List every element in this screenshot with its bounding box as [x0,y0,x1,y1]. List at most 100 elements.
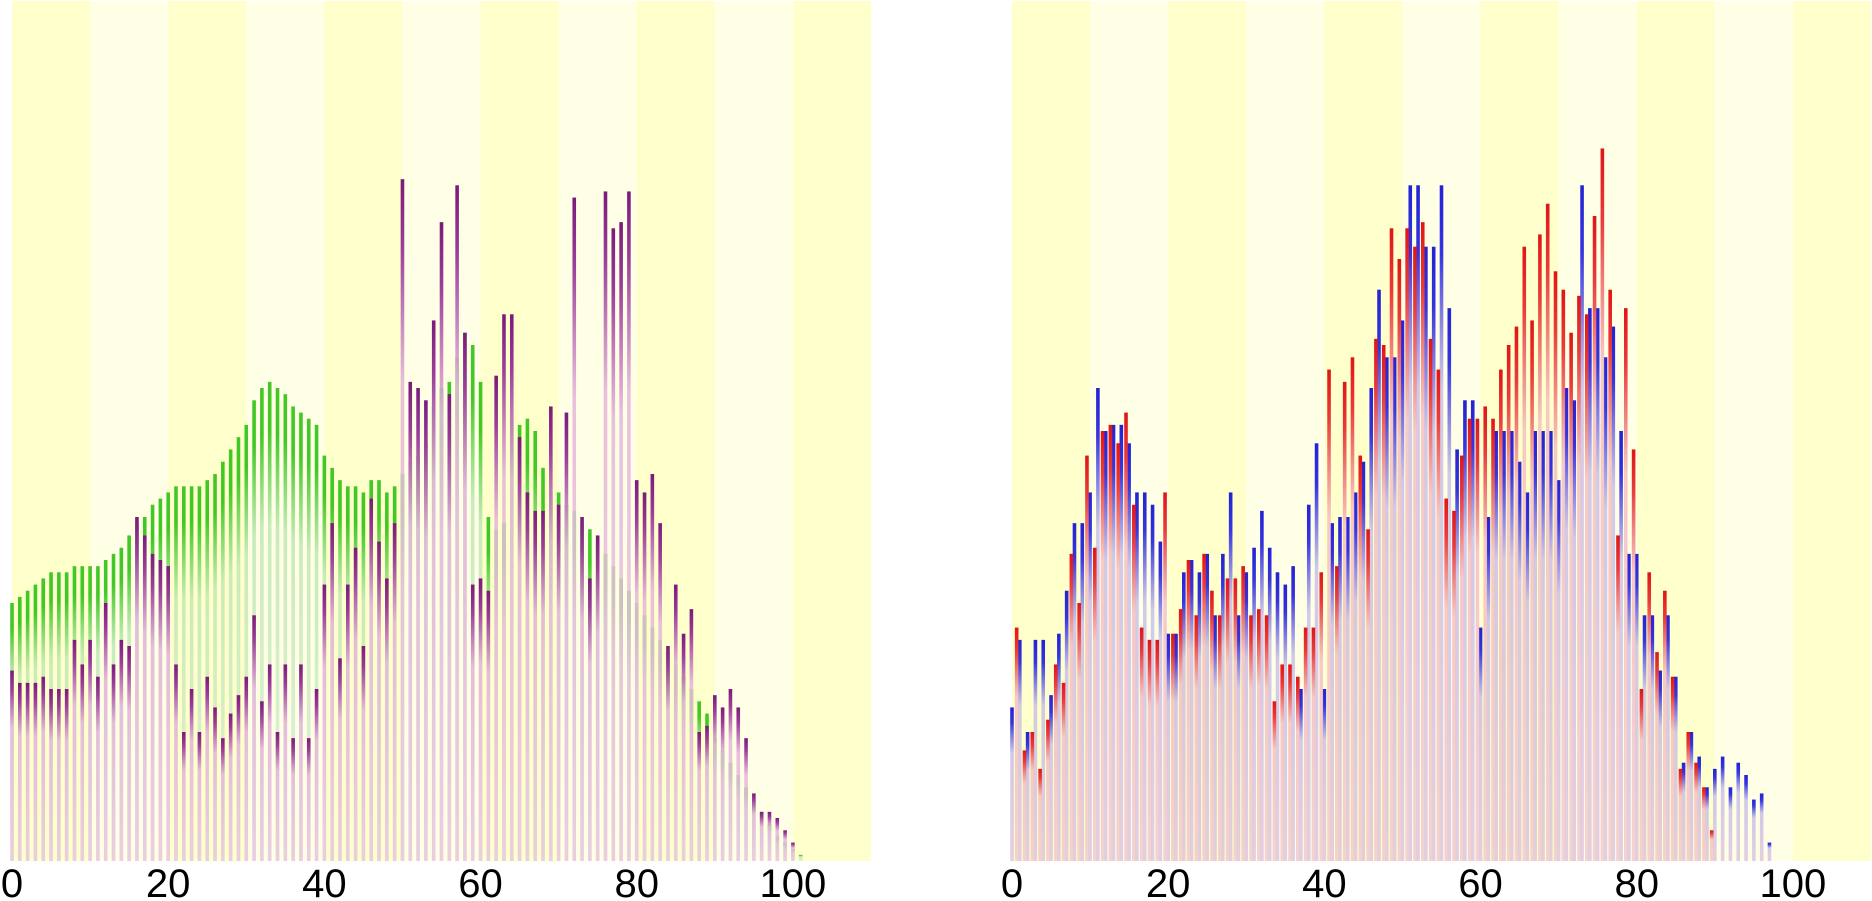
x-tick-label: 40 [302,862,347,901]
bar [1116,443,1121,861]
x-tick-label: 100 [1760,862,1827,901]
series-0 [1010,185,1772,862]
bar [1205,553,1210,861]
bar [1353,492,1358,861]
bar [1577,295,1581,861]
bar [1217,615,1222,861]
bar [213,474,217,861]
bar [1491,418,1495,861]
bar [1392,357,1397,861]
bar [1088,492,1092,861]
bar [197,732,202,861]
bar [1150,504,1155,861]
bar [197,486,202,861]
bar [416,388,420,861]
bar [1275,572,1280,861]
bar [1686,732,1691,861]
bar [494,375,498,861]
bar [1025,732,1030,861]
bar [689,609,694,861]
bar [1549,431,1553,861]
bar [1400,320,1405,861]
bar [1299,689,1303,861]
bar [1655,652,1659,861]
bar [306,738,311,861]
bar [611,228,616,862]
x-tick-label: 80 [614,862,659,901]
bar [1147,639,1152,861]
x-tick-label: 0 [1001,862,1023,901]
bar [189,689,194,861]
bar [1389,228,1394,862]
bar [447,394,452,861]
bar [182,732,186,861]
bar [1061,682,1066,861]
bar [1189,560,1194,861]
bar [1111,424,1116,861]
bar [1538,234,1542,861]
bar [1463,400,1467,861]
bar [1342,381,1347,861]
bar [1475,418,1480,861]
bar [142,535,147,861]
bar [18,682,22,861]
stripe [792,1,871,861]
bar [182,486,186,861]
bar [1194,615,1199,861]
bar [603,191,608,861]
bar [1639,689,1644,861]
bar [1744,775,1748,861]
bar [205,480,210,861]
bar [509,314,514,861]
bar [1108,424,1113,861]
bar [1288,664,1292,861]
bar [720,707,725,861]
bar [705,725,709,861]
x-tick-label: 80 [1614,862,1659,901]
bar [1010,707,1014,861]
bar [1272,701,1277,861]
bar [697,732,701,861]
bar [299,664,303,861]
bar [1525,492,1530,861]
bar [408,381,413,861]
bar [314,424,319,861]
bar [502,314,506,861]
bar [275,388,280,861]
bar [1345,517,1350,861]
bar [1280,664,1284,861]
bar [1260,510,1264,861]
bar [1350,357,1355,861]
bar [392,523,397,861]
bar [1460,455,1464,861]
bar [1592,216,1597,861]
bar [1330,523,1334,861]
bar [1046,719,1050,861]
bar [244,676,249,861]
bar [1689,732,1694,861]
bar [135,517,139,861]
bar [1736,762,1741,861]
bar [1600,148,1605,861]
x-tick-label: 20 [1146,862,1191,901]
bar [1244,572,1249,861]
bar [1210,590,1214,861]
bar [744,738,748,861]
bar [1385,357,1389,861]
bar [572,197,577,862]
x-tick-labels: 0 20 40 60 80 100 [1,862,826,901]
bar [1416,185,1420,862]
bar [791,842,795,861]
bar [88,639,92,861]
bar [783,830,787,861]
bar [1296,676,1300,861]
bar [1634,553,1639,861]
bar [1517,461,1522,861]
bar [1556,480,1561,861]
bar [1178,609,1183,861]
bar [1241,566,1245,861]
bar [1647,572,1652,861]
bar [1728,787,1733,861]
bar [673,584,678,861]
bar [1564,388,1569,861]
